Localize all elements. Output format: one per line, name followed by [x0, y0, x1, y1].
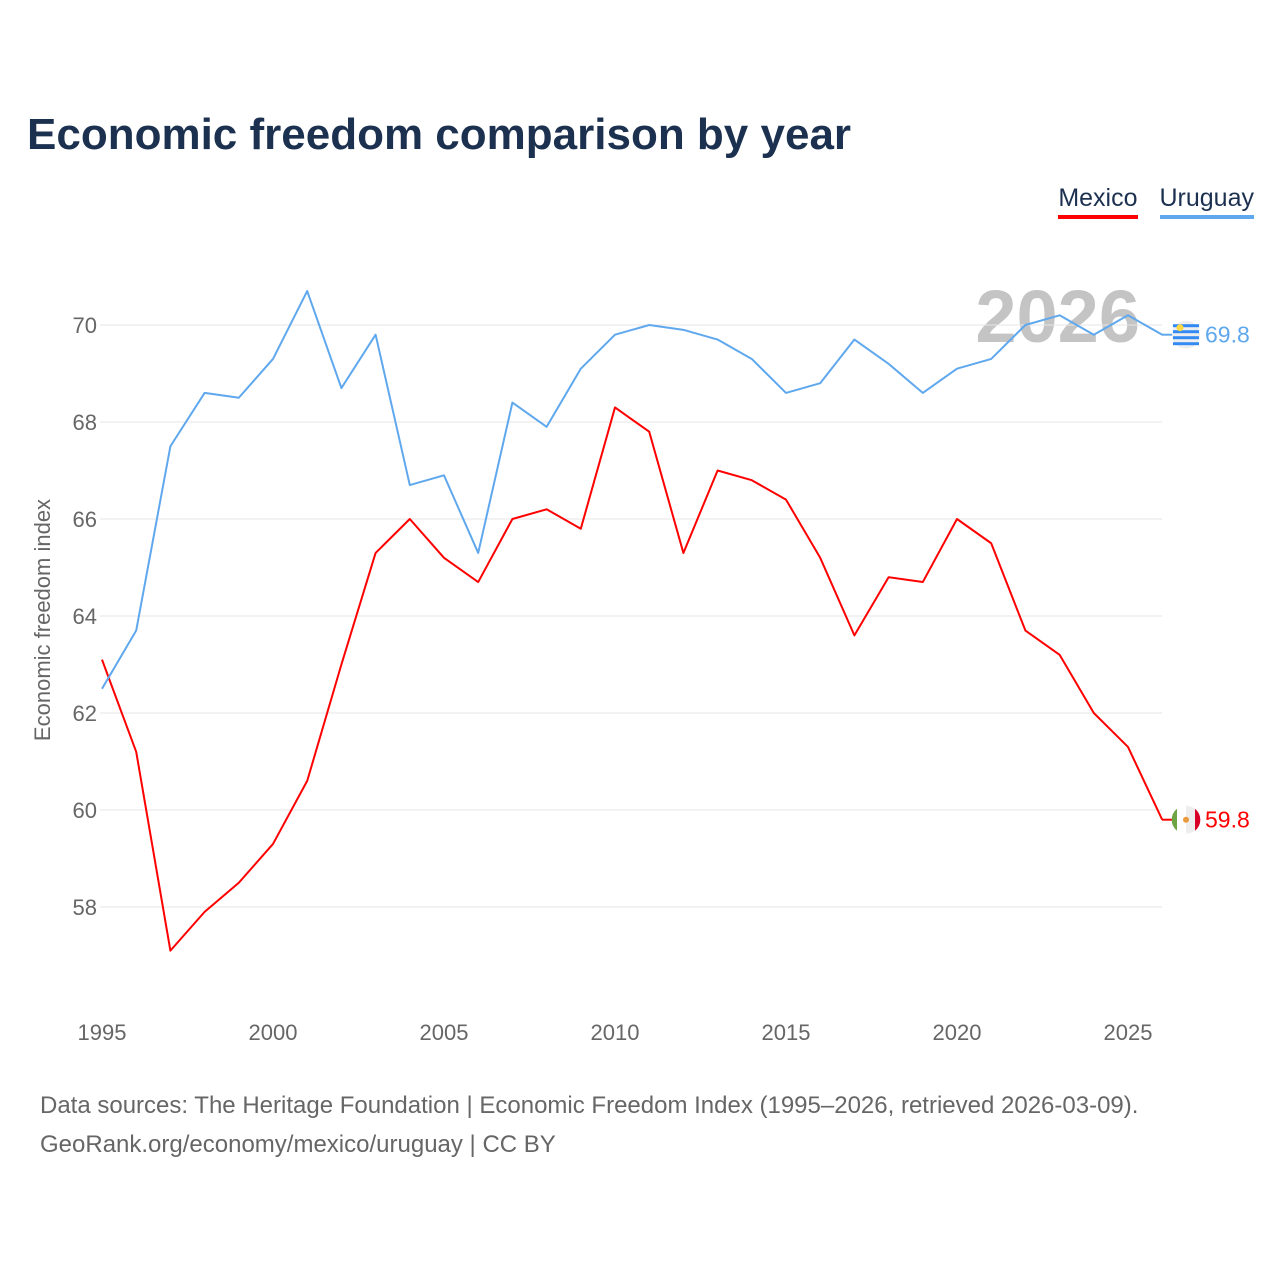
- y-axis-label: Economic freedom index: [30, 499, 55, 741]
- y-tick-label: 60: [73, 798, 97, 823]
- legend: Mexico Uruguay: [1058, 184, 1254, 219]
- y-tick-label: 58: [73, 895, 97, 920]
- legend-uruguay[interactable]: Uruguay: [1159, 184, 1254, 219]
- x-tick-label: 2000: [249, 1020, 298, 1045]
- chart-title: Economic freedom comparison by year: [27, 110, 852, 159]
- y-tick-label: 62: [73, 701, 97, 726]
- flag-mexico-icon: [1171, 805, 1201, 834]
- x-tick-label: 2025: [1104, 1020, 1153, 1045]
- series-line-mexico: [101, 406, 1164, 952]
- y-tick-label: 70: [73, 313, 97, 338]
- x-tick-label: 2010: [591, 1020, 640, 1045]
- source-line-2[interactable]: GeoRank.org/economy/mexico/uruguay | CC …: [40, 1131, 556, 1158]
- y-tick-label: 64: [73, 604, 97, 629]
- flag-uruguay-icon: [1172, 320, 1200, 349]
- y-tick-label: 68: [73, 410, 97, 435]
- end-value-label-uruguay: 69.8: [1205, 322, 1250, 348]
- x-tick-label: 2005: [420, 1020, 469, 1045]
- x-tick-label: 1995: [78, 1020, 127, 1045]
- legend-mexico[interactable]: Mexico: [1058, 184, 1138, 219]
- x-tick-label: 2015: [762, 1020, 811, 1045]
- series-line-uruguay: [101, 290, 1163, 690]
- x-tick-label: 2020: [933, 1020, 982, 1045]
- line-chart: 2026 Economic freedom index 586062646668…: [30, 275, 1250, 1045]
- end-value-label-mexico: 59.8: [1205, 807, 1250, 833]
- source-line-1: Data sources: The Heritage Foundation | …: [40, 1092, 1139, 1119]
- y-tick-label: 66: [73, 507, 97, 532]
